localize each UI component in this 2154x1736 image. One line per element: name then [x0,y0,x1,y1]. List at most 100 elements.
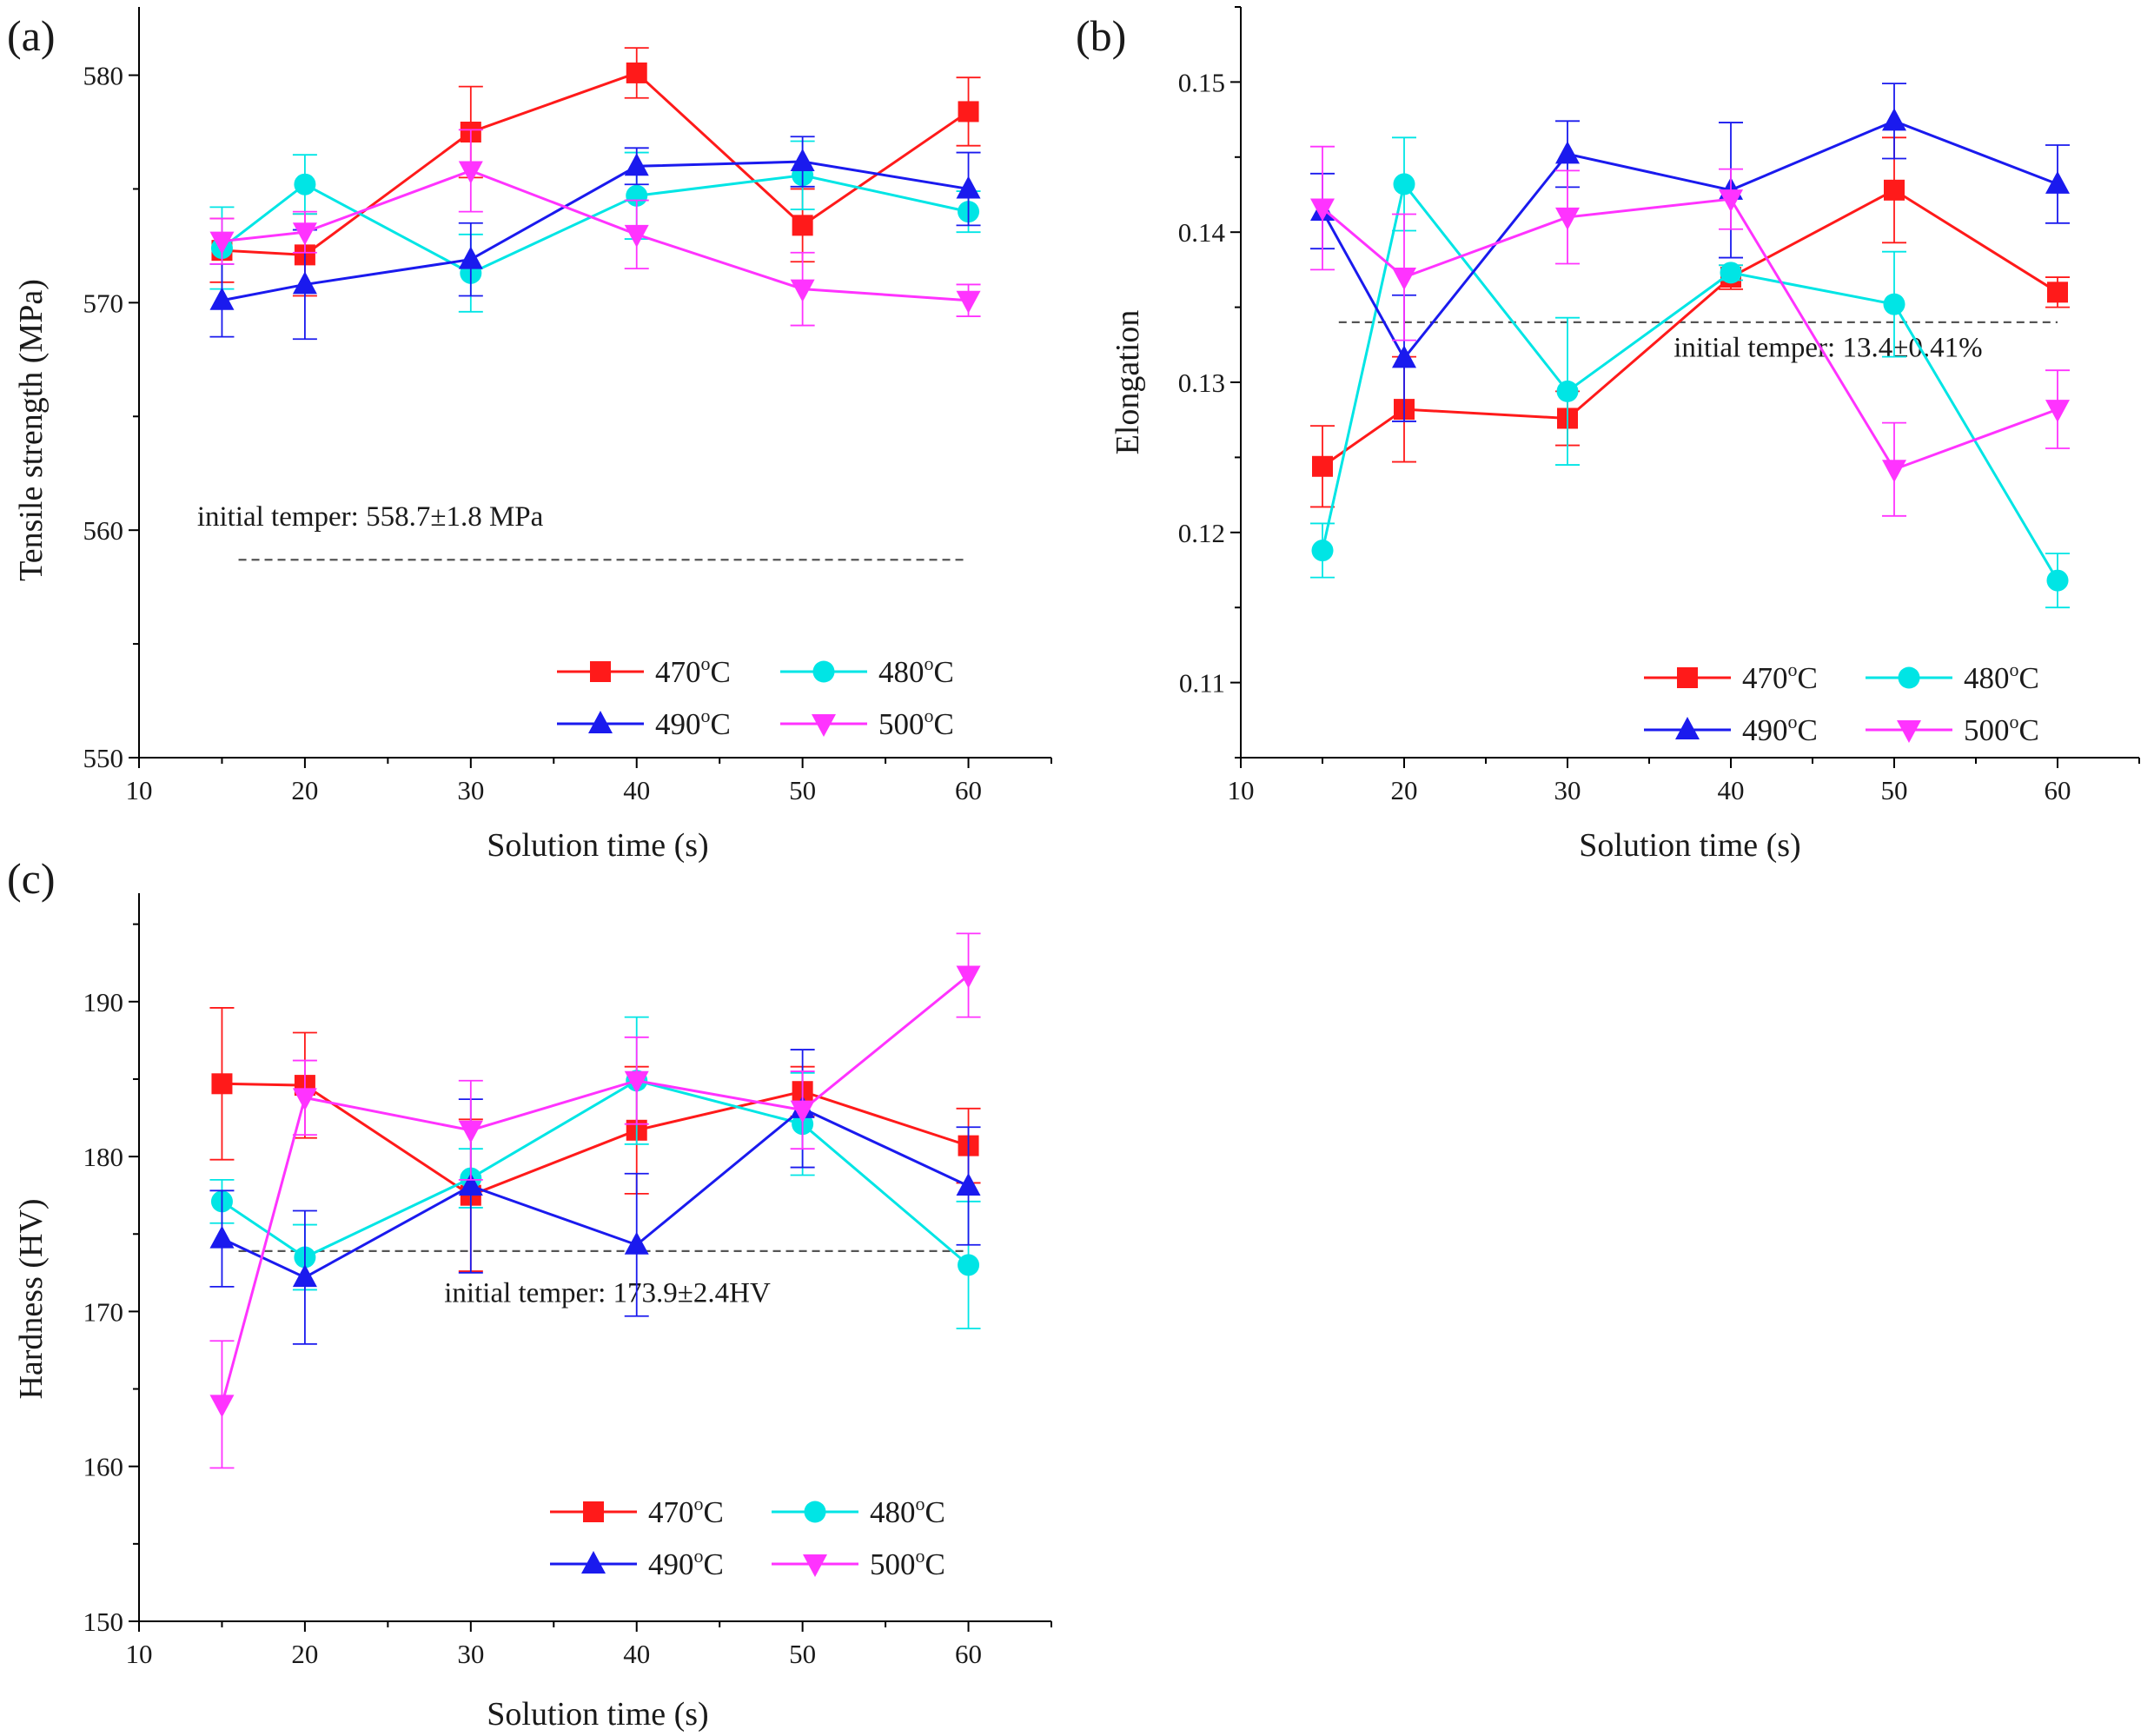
legend-label: 470oC [1742,659,1818,695]
legend-entry-480: 480oC [772,1493,945,1529]
x-tick-label: 50 [789,1639,816,1669]
legend-label: 480oC [878,653,954,689]
legend-label: 490oC [648,1545,724,1581]
legend-marker [1898,666,1920,689]
data-point [209,287,235,310]
x-tick-label: 20 [291,775,318,805]
legend-label: 490oC [1742,711,1818,747]
data-point [2045,400,2070,423]
panel-b-x-axis-title: Solution time (s) [1579,827,1800,864]
data-point [624,153,649,176]
x-tick-label: 50 [789,775,816,805]
data-point [1393,173,1415,195]
data-point [1882,108,1906,131]
series-line [222,169,969,302]
x-tick-label: 10 [126,775,153,805]
y-tick-label: 0.14 [1178,217,1226,248]
data-point [292,1088,317,1111]
legend-entry-500: 500oC [1866,711,2039,747]
data-point [958,101,979,123]
data-point [626,184,648,207]
x-tick-label: 20 [291,1639,318,1669]
data-point [956,1172,981,1196]
data-point [294,173,316,195]
x-tick-label: 40 [623,1639,650,1669]
series-line [222,160,969,302]
series-500 [209,932,981,1469]
data-point [1555,141,1580,164]
panel-b-axes [1240,7,2139,759]
y-tick-label: 0.12 [1178,518,1225,548]
y-tick-label: 560 [83,515,124,546]
data-point [2045,170,2070,194]
legend-marker [1675,717,1700,739]
data-point [1392,345,1416,368]
data-point [790,149,815,172]
data-point [458,161,483,184]
panel-c-x-axis-title: Solution time (s) [487,1696,708,1733]
panel-b-y-ticks: 0.11 0.12 0.13 0.14 0.15 [1178,6,1241,759]
data-point [1720,262,1742,284]
data-point [292,1264,317,1288]
panel-a-x-ticks: 10 20 30 40 50 60 [126,758,1052,805]
x-tick-label: 60 [2045,775,2071,805]
data-point [458,1172,483,1196]
data-point [1311,540,1334,562]
legend-label: 480oC [870,1493,945,1529]
y-tick-label: 190 [83,987,124,1017]
data-point [792,215,813,236]
legend-entry-490: 490oC [557,705,731,741]
data-point [1555,207,1580,230]
data-point [790,279,815,302]
series-490 [209,1049,981,1345]
panel-b-legend: 470oC 480oC 490oC 500oC [1644,659,2039,747]
panel-a-axes [138,7,1051,759]
legend-label: 470oC [655,653,731,689]
legend-entry-480: 480oC [780,653,954,689]
legend-entry-470: 470oC [1644,659,1818,695]
panel-c-y-ticks: 150 160 170 180 190 [83,923,139,1637]
legend-entry-500: 500oC [780,705,954,741]
data-point [624,1070,649,1094]
data-point [624,224,649,248]
panel-c-label: (c) [7,854,56,903]
x-tick-label: 60 [955,1639,982,1669]
series-line [221,1107,970,1279]
panel-c-plot-area [209,932,981,1469]
panel-a-x-axis-title: Solution time (s) [487,827,708,864]
y-tick-label: 580 [83,61,124,91]
legend-marker [812,660,835,683]
data-point [790,1100,815,1123]
legend-marker [1897,720,1921,743]
data-point [211,1073,233,1095]
legend-marker [590,661,611,682]
panel-c-legend: 470oC 480oC 490oC 500oC [550,1493,945,1581]
legend-marker [588,711,613,733]
panel-a-legend: 470oC 480oC 490oC 500oC [557,653,954,741]
data-point [292,271,317,295]
panel-c-axes [138,893,1051,1622]
legend-marker [581,1551,606,1574]
legend-entry-470: 470oC [550,1493,724,1529]
data-point [956,965,981,989]
y-tick-label: 550 [83,743,124,773]
y-tick-label: 180 [83,1142,124,1172]
series-line [222,71,970,256]
data-point [626,62,647,83]
data-point [958,1254,980,1276]
panel-b-label: (b) [1076,11,1126,60]
x-tick-label: 50 [1881,775,1908,805]
data-point [1312,455,1333,477]
x-tick-label: 10 [126,1639,153,1669]
panel-c-hardness: (c) Hardness (HV) Solution time (s) 10 20… [7,854,1052,1733]
y-tick-label: 0.11 [1179,668,1225,699]
data-point [458,246,483,269]
series-line [221,974,970,1405]
series-line [222,1082,970,1197]
panel-a-initial-temper-annotation: initial temper: 558.7±1.8 MPa [197,501,544,533]
panel-a-plot-area [209,47,981,341]
x-tick-label: 60 [955,775,982,805]
legend-entry-470: 470oC [557,653,731,689]
data-point [209,231,235,255]
x-tick-label: 20 [1391,775,1418,805]
